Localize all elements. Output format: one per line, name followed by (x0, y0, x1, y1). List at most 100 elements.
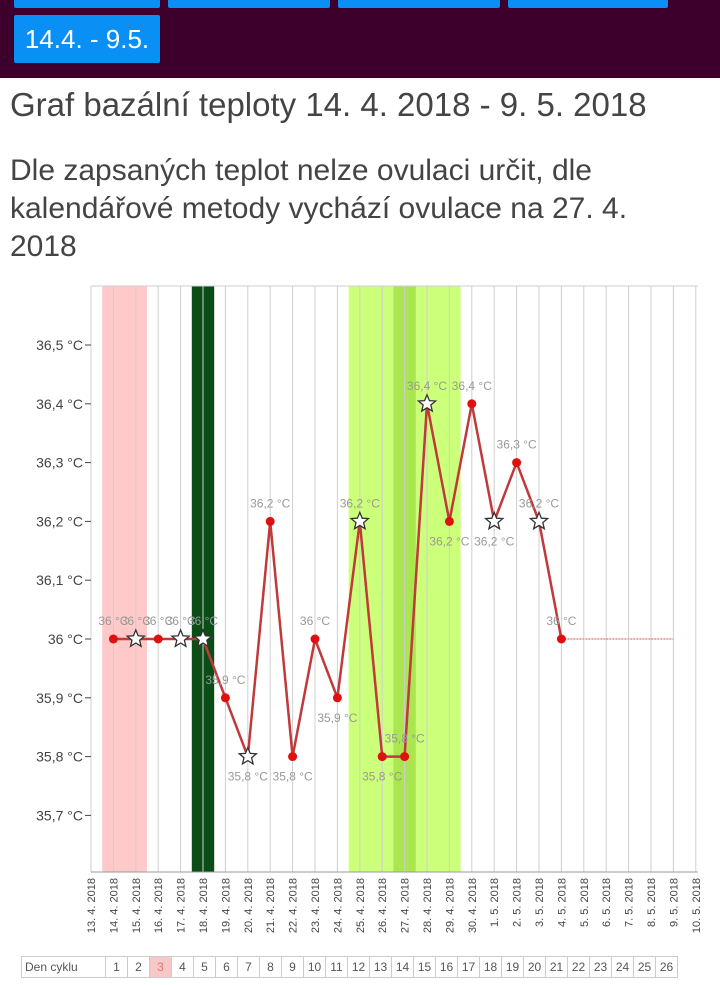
cycle-day-cell: 20 (523, 956, 546, 978)
x-tick-label: 18. 4. 2018 (198, 878, 210, 933)
cycle-day-cell: 15 (413, 956, 436, 978)
data-point (400, 752, 410, 762)
x-tick-label: 3. 5. 2018 (534, 878, 546, 927)
x-tick-label: 22. 4. 2018 (288, 878, 300, 933)
data-label: 36,2 °C (519, 496, 559, 510)
x-tick-label: 28. 4. 2018 (422, 878, 434, 933)
cycle-day-cell: 5 (193, 956, 216, 978)
x-tick-label: 27. 4. 2018 (400, 878, 412, 933)
x-tick-label: 5. 5. 2018 (579, 878, 591, 927)
cycle-day-cell: 6 (215, 956, 238, 978)
star-marker (349, 510, 371, 531)
x-tick-label: 9. 5. 2018 (668, 878, 680, 927)
x-tick-label: 13. 4. 2018 (86, 878, 98, 933)
page-title: Graf bazální teploty 14. 4. 2018 - 9. 5.… (10, 86, 647, 123)
star-marker (416, 393, 438, 413)
data-label: 35,8 °C (385, 732, 425, 746)
data-label: 36,2 °C (429, 534, 469, 548)
x-tick-label: 26. 4. 2018 (377, 878, 389, 933)
data-label: 35,8 °C (362, 770, 402, 784)
data-label: 36 °C (300, 614, 330, 628)
cycle-day-cell: 22 (567, 956, 590, 978)
cycle-day-label: Den cyklu (21, 956, 106, 978)
data-label: 36,3 °C (497, 438, 537, 452)
cycle-day-cell: 19 (501, 956, 524, 978)
data-label: 36 °C (98, 614, 128, 628)
cycle-day-cell: 10 (303, 956, 326, 978)
cycle-day-cell: 16 (435, 956, 458, 978)
bbt-chart: 35,7 °C 35,8 °C 35,9 °C 36 °C 36,1 °C 36,2 °C… (36, 285, 703, 933)
cycle-day-cell: 1 (105, 956, 128, 978)
y-tick-label: 36,4 °C (36, 396, 83, 412)
data-label: 36,4 °C (407, 379, 447, 393)
x-tick-label: 1. 5. 2018 (489, 878, 501, 927)
data-label: 36 °C (546, 614, 576, 628)
cycle-day-cell: 4 (171, 956, 194, 978)
star-marker (192, 628, 214, 648)
tab-3[interactable] (338, 0, 500, 8)
data-point (310, 634, 320, 644)
date-range-button[interactable]: 14.4. - 9.5. (14, 15, 160, 63)
x-tick-label: 21. 4. 2018 (265, 878, 277, 933)
x-tick-label: 8. 5. 2018 (646, 878, 658, 927)
data-label: 36,2 °C (340, 496, 380, 510)
data-point (265, 516, 275, 526)
data-point (108, 634, 118, 644)
cycle-day-cell: 23 (589, 956, 612, 978)
y-tick-label: 35,7 °C (36, 807, 83, 823)
data-point (220, 693, 230, 703)
x-tick-label: 16. 4. 2018 (153, 878, 165, 933)
y-tick-label: 36,5 °C (36, 337, 83, 353)
data-point (556, 634, 566, 644)
data-label: 36,2 °C (474, 534, 514, 548)
y-tick-label: 36,3 °C (36, 455, 83, 471)
cycle-day-cell: 9 (281, 956, 304, 978)
cycle-day-cell: 2 (127, 956, 150, 978)
tab-2[interactable] (168, 0, 330, 8)
y-tick-label: 35,8 °C (36, 749, 83, 765)
data-label: 35,8 °C (273, 770, 313, 784)
x-tick-label: 15. 4. 2018 (131, 878, 143, 933)
x-tick-label: 17. 4. 2018 (176, 878, 188, 933)
tab-4[interactable] (508, 0, 668, 8)
data-label: 36,2 °C (250, 496, 290, 510)
data-label: 36 °C (166, 614, 196, 628)
x-tick-label: 30. 4. 2018 (467, 878, 479, 933)
x-tick-label: 23. 4. 2018 (310, 878, 322, 933)
y-tick-label: 36,1 °C (36, 572, 83, 588)
header-bar: 14.4. - 9.5. (0, 0, 720, 78)
x-tick-label: 20. 4. 2018 (243, 878, 255, 933)
y-tick-label: 36 °C (48, 631, 83, 647)
cycle-day-cell: 14 (391, 956, 414, 978)
x-tick-label: 25. 4. 2018 (355, 878, 367, 933)
y-tick-label: 36,2 °C (36, 513, 83, 529)
star-marker (125, 628, 147, 648)
data-point (512, 458, 522, 468)
data-point (153, 634, 163, 644)
cycle-day-cell: 3 (149, 956, 172, 978)
x-tick-label: 2. 5. 2018 (512, 878, 524, 927)
star-marker (483, 510, 505, 531)
cycle-day-cell: 8 (259, 956, 282, 978)
cycle-day-cell: 26 (655, 956, 678, 978)
x-tick-label: 24. 4. 2018 (332, 878, 344, 933)
star-marker (528, 510, 550, 531)
x-tick-label: 10. 5. 2018 (691, 878, 703, 933)
data-point (467, 399, 477, 409)
x-tick-label: 19. 4. 2018 (220, 878, 232, 933)
data-label: 36,4 °C (452, 379, 492, 393)
y-tick-label: 35,9 °C (36, 690, 83, 706)
tab-1[interactable] (14, 0, 160, 8)
data-point (332, 693, 342, 703)
cycle-day-cell: 12 (347, 956, 370, 978)
x-tick-label: 14. 4. 2018 (108, 878, 120, 933)
data-point (444, 516, 454, 526)
cycle-day-cell: 13 (369, 956, 392, 978)
cycle-day-cell: 18 (479, 956, 502, 978)
cycle-day-cell: 24 (611, 956, 634, 978)
data-point (288, 752, 298, 762)
data-label: 36 °C (143, 614, 173, 628)
x-tick-label: 6. 5. 2018 (601, 878, 613, 927)
cycle-day-cell: 21 (545, 956, 568, 978)
data-label: 36 °C (121, 614, 151, 628)
